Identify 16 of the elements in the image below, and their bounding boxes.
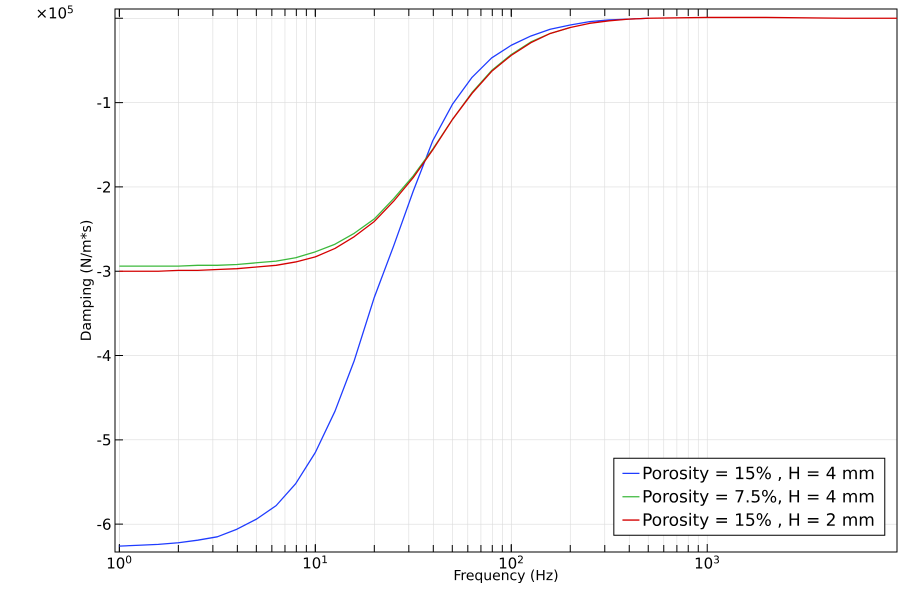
x-tick-label: 10$^{0}$ — [108, 556, 132, 569]
y-tick-label: -2 — [97, 181, 110, 192]
y-tick-label: -4 — [97, 350, 111, 361]
y-axis-title: Damping (N/m*s) — [80, 220, 94, 340]
legend-label: Porosity = 15% , H = 2 mm — [644, 512, 874, 530]
legend-label: Porosity = 7.5%, H = 4 mm — [644, 490, 874, 506]
legend-label: Porosity = 15% , H = 4 mm — [644, 466, 874, 483]
y-tick-label: -1 — [97, 97, 110, 108]
x-tick-label: 10$^{2}$ — [500, 556, 523, 569]
y-tick-label: -6 — [97, 518, 111, 530]
y-tick-label: -5 — [97, 434, 110, 446]
text: ×10$^{5}$ — [38, 6, 73, 19]
x-tick-label: 10$^{1}$ — [304, 556, 327, 569]
y-tick-label: -3 — [97, 266, 110, 277]
x-axis-title: Frequency (Hz) — [454, 570, 558, 584]
x-tick-label: 10$^{3}$ — [696, 556, 719, 569]
